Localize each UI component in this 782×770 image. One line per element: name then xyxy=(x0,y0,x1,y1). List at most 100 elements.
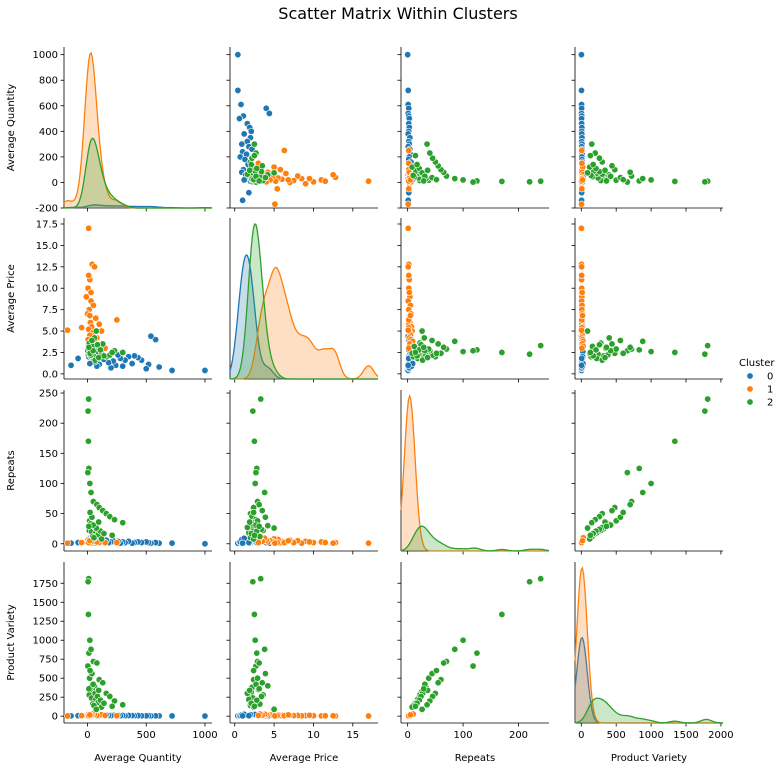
point-cluster-2 xyxy=(635,346,643,354)
point-cluster-1 xyxy=(86,312,94,320)
point-cluster-2 xyxy=(440,659,448,667)
point-cluster-2 xyxy=(254,674,262,682)
point-cluster-1 xyxy=(113,539,121,547)
point-cluster-2 xyxy=(602,522,610,530)
point-cluster-2 xyxy=(85,685,93,693)
point-cluster-1 xyxy=(306,538,314,546)
point-cluster-2 xyxy=(250,610,258,618)
point-cluster-0 xyxy=(168,366,176,374)
point-cluster-2 xyxy=(440,343,448,351)
point-cluster-2 xyxy=(100,530,108,538)
point-cluster-1 xyxy=(321,539,329,547)
x-tick-label: 1000 xyxy=(638,730,663,741)
point-cluster-2 xyxy=(250,437,258,445)
point-cluster-2 xyxy=(250,508,258,516)
point-cluster-2 xyxy=(93,659,101,667)
point-cluster-2 xyxy=(459,636,467,644)
point-cluster-2 xyxy=(626,343,634,351)
point-cluster-1 xyxy=(271,539,279,547)
point-cluster-2 xyxy=(671,437,679,445)
x-tick-label: 500 xyxy=(607,730,626,741)
point-cluster-1 xyxy=(284,537,292,545)
point-cluster-2 xyxy=(586,531,594,539)
point-cluster-1 xyxy=(406,711,414,719)
y-tick-label: 0 xyxy=(52,539,58,550)
y-tick-label: 1500 xyxy=(33,598,58,609)
point-cluster-2 xyxy=(93,341,101,349)
point-cluster-1 xyxy=(306,175,314,183)
y-tick-label: 1250 xyxy=(33,617,58,628)
point-cluster-2 xyxy=(264,682,272,690)
point-cluster-2 xyxy=(469,178,477,186)
point-cluster-2 xyxy=(86,667,94,675)
point-cluster-1 xyxy=(405,271,413,279)
point-cluster-2 xyxy=(252,469,260,477)
panel-average-price-vs-average-price xyxy=(229,218,379,383)
point-cluster-2 xyxy=(409,171,417,179)
point-cluster-2 xyxy=(100,699,108,707)
kde-fill-cluster-1 xyxy=(401,396,549,551)
point-cluster-2 xyxy=(255,501,263,509)
point-cluster-1 xyxy=(578,185,586,193)
point-cluster-2 xyxy=(584,327,592,335)
legend-entries: 0 1 2 xyxy=(746,372,773,409)
kde-line-cluster-1 xyxy=(574,566,723,724)
point-cluster-2 xyxy=(424,354,432,362)
y-tick-label: 800 xyxy=(39,76,58,87)
point-cluster-2 xyxy=(601,166,609,174)
point-cluster-2 xyxy=(258,507,266,515)
point-cluster-2 xyxy=(84,407,92,415)
point-cluster-2 xyxy=(261,645,269,653)
point-cluster-2 xyxy=(84,578,92,586)
point-cluster-0 xyxy=(234,51,242,59)
point-cluster-2 xyxy=(251,479,259,487)
point-cluster-0 xyxy=(67,361,75,369)
point-cluster-0 xyxy=(147,332,155,340)
point-cluster-2 xyxy=(246,686,254,694)
point-cluster-1 xyxy=(271,712,279,720)
kde-fill-cluster-0 xyxy=(575,637,723,723)
point-cluster-2 xyxy=(626,168,634,176)
point-cluster-1 xyxy=(578,312,586,320)
point-cluster-0 xyxy=(201,712,209,720)
point-cluster-1 xyxy=(578,147,586,155)
point-cluster-0 xyxy=(155,363,163,371)
point-cluster-2 xyxy=(264,522,272,530)
point-cluster-2 xyxy=(413,161,421,169)
point-cluster-2 xyxy=(432,667,440,675)
point-cluster-1 xyxy=(365,712,373,720)
point-cluster-2 xyxy=(111,516,119,524)
point-cluster-2 xyxy=(411,702,419,710)
point-cluster-2 xyxy=(249,578,257,586)
point-cluster-2 xyxy=(108,702,116,710)
point-cluster-1 xyxy=(113,712,121,720)
panel-product-variety-vs-repeats: 0 100 200 xyxy=(397,562,549,741)
point-cluster-2 xyxy=(99,679,107,687)
point-cluster-1 xyxy=(270,163,278,171)
point-cluster-2 xyxy=(253,696,261,704)
x-tick-label: 15 xyxy=(346,730,359,741)
point-cluster-2 xyxy=(411,348,419,356)
point-cluster-2 xyxy=(526,350,534,358)
point-cluster-2 xyxy=(250,531,258,539)
y-tick-label: 200 xyxy=(39,152,58,163)
legend-marker-cluster-2 xyxy=(746,398,754,406)
legend-label-cluster-2: 2 xyxy=(767,398,773,409)
point-cluster-2 xyxy=(87,645,95,653)
point-cluster-1 xyxy=(82,293,90,301)
point-cluster-2 xyxy=(704,395,712,403)
point-cluster-2 xyxy=(246,166,254,174)
point-cluster-2 xyxy=(601,354,609,362)
kde-fill-cluster-1 xyxy=(575,568,723,723)
point-cluster-2 xyxy=(595,341,603,349)
point-cluster-1 xyxy=(85,224,93,232)
point-cluster-2 xyxy=(86,479,94,487)
point-cluster-2 xyxy=(411,152,419,160)
point-cluster-2 xyxy=(253,164,261,172)
point-cluster-2 xyxy=(619,176,627,184)
point-cluster-0 xyxy=(240,176,248,184)
point-cluster-2 xyxy=(106,692,114,700)
point-cluster-2 xyxy=(418,705,426,713)
y-tick-label: 250 xyxy=(39,389,58,400)
